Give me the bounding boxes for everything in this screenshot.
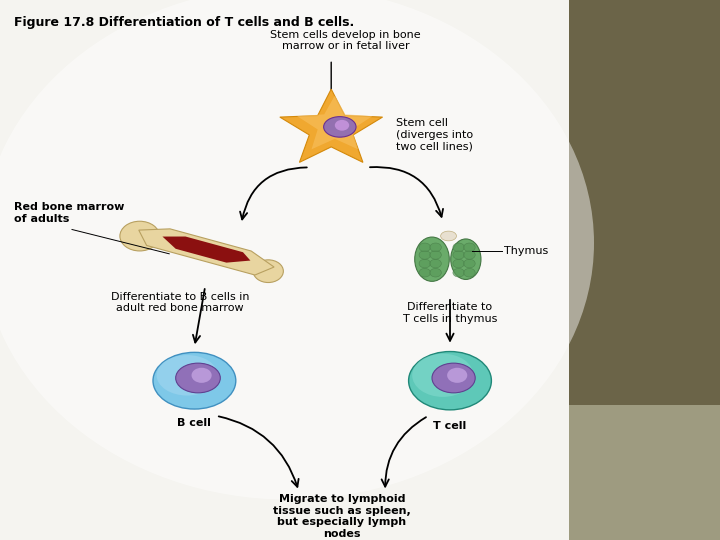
Circle shape bbox=[447, 368, 467, 383]
Circle shape bbox=[464, 268, 475, 277]
Circle shape bbox=[453, 268, 464, 277]
Text: Stem cells develop in bone
marrow or in fetal liver: Stem cells develop in bone marrow or in … bbox=[270, 30, 421, 51]
Circle shape bbox=[430, 268, 441, 277]
Ellipse shape bbox=[253, 260, 284, 282]
Circle shape bbox=[430, 259, 441, 268]
Ellipse shape bbox=[324, 117, 356, 137]
Ellipse shape bbox=[153, 353, 236, 409]
Polygon shape bbox=[163, 237, 251, 262]
Ellipse shape bbox=[415, 237, 449, 281]
Circle shape bbox=[430, 251, 441, 259]
FancyBboxPatch shape bbox=[569, 405, 720, 540]
Text: Differentiate to B cells in
adult red bone marrow: Differentiate to B cells in adult red bo… bbox=[111, 292, 249, 313]
Circle shape bbox=[453, 259, 464, 268]
Text: B cell: B cell bbox=[177, 418, 212, 429]
Ellipse shape bbox=[432, 363, 475, 393]
Circle shape bbox=[464, 251, 475, 259]
Circle shape bbox=[453, 243, 464, 252]
Circle shape bbox=[419, 268, 431, 277]
Circle shape bbox=[419, 243, 431, 252]
Circle shape bbox=[453, 251, 464, 259]
Text: Differentiate to
T cells in thymus: Differentiate to T cells in thymus bbox=[402, 302, 498, 324]
Text: Figure 17.8 Differentiation of T cells and B cells.: Figure 17.8 Differentiation of T cells a… bbox=[14, 16, 355, 29]
Text: Thymus: Thymus bbox=[504, 246, 548, 256]
Circle shape bbox=[335, 120, 349, 131]
Ellipse shape bbox=[0, 0, 594, 500]
Ellipse shape bbox=[451, 239, 481, 280]
Ellipse shape bbox=[441, 231, 456, 241]
Text: T cell: T cell bbox=[433, 421, 467, 431]
Ellipse shape bbox=[176, 363, 220, 393]
Ellipse shape bbox=[120, 221, 160, 251]
Text: Stem cell
(diverges into
two cell lines): Stem cell (diverges into two cell lines) bbox=[396, 118, 473, 152]
Polygon shape bbox=[280, 89, 382, 163]
Circle shape bbox=[419, 251, 431, 259]
Polygon shape bbox=[139, 229, 274, 275]
Ellipse shape bbox=[409, 352, 492, 410]
Ellipse shape bbox=[157, 355, 218, 395]
Circle shape bbox=[192, 368, 212, 383]
FancyBboxPatch shape bbox=[0, 0, 569, 540]
Text: Migrate to lymphoid
tissue such as spleen,
but especially lymph
nodes: Migrate to lymphoid tissue such as splee… bbox=[273, 494, 411, 539]
Circle shape bbox=[419, 259, 431, 268]
Circle shape bbox=[464, 243, 475, 252]
FancyBboxPatch shape bbox=[569, 0, 720, 540]
Text: Red bone marrow
of adults: Red bone marrow of adults bbox=[14, 202, 125, 224]
Circle shape bbox=[430, 243, 441, 252]
Circle shape bbox=[464, 259, 475, 268]
Polygon shape bbox=[297, 96, 372, 149]
Ellipse shape bbox=[412, 354, 474, 397]
